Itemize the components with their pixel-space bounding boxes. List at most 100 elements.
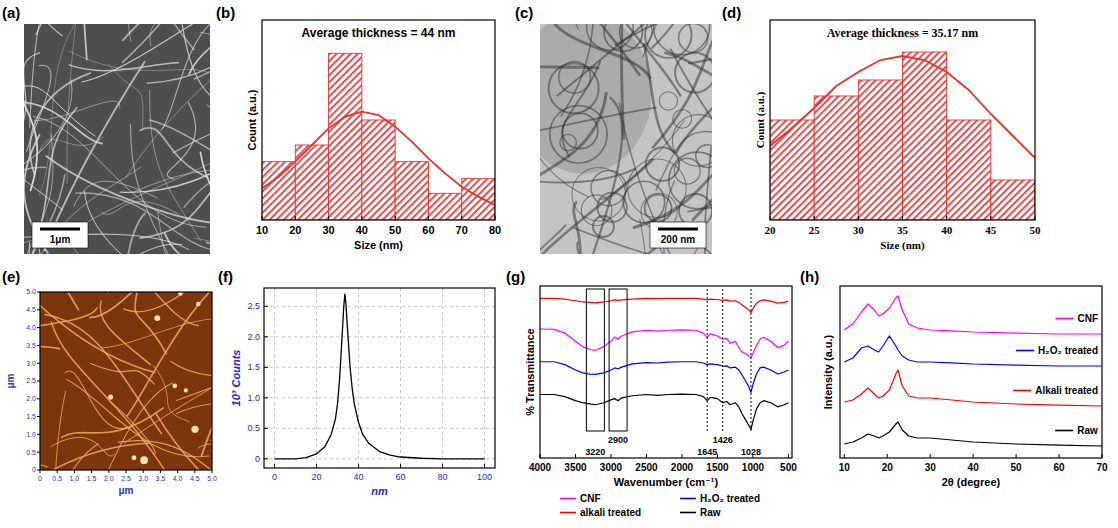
fiber	[165, 233, 210, 254]
legend-swatch	[560, 512, 576, 514]
y-axis-title: μm	[5, 373, 16, 388]
x-tick	[395, 216, 396, 220]
x-tick-label: 60	[1053, 462, 1065, 473]
fiber	[67, 24, 81, 183]
y-axis-title: Intensity (a.u.)	[822, 334, 834, 409]
x-tick	[461, 216, 462, 220]
fiber	[135, 292, 166, 354]
scale-bar	[40, 228, 80, 231]
legend-swatch	[680, 498, 696, 500]
x-tick-label: 40	[968, 462, 980, 473]
y-tick	[264, 336, 268, 337]
fiber	[66, 292, 199, 326]
fiber	[150, 120, 210, 204]
legend-label: H₂O₂ treated	[1038, 345, 1098, 356]
fiber	[24, 66, 32, 107]
plot-frame	[840, 286, 1102, 458]
fiber	[45, 315, 161, 434]
plot-area	[770, 52, 1035, 220]
histogram-bar	[858, 80, 902, 220]
x-tick	[328, 216, 329, 220]
fiber	[90, 292, 212, 318]
x-tick-label: 10	[256, 224, 268, 236]
annotation-line	[707, 289, 708, 432]
x-tick	[1102, 454, 1103, 458]
figure: 1μm(a)1020304050607080Average thickness …	[0, 0, 1118, 528]
x-tick	[902, 216, 903, 220]
panel-letter: (a)	[2, 4, 20, 21]
y-axis-title: Count (a.u.)	[754, 91, 767, 148]
x-tick-label: 40	[353, 472, 363, 482]
plot-frame	[40, 292, 212, 470]
fiber	[100, 301, 150, 365]
legend-label: CNF	[580, 493, 601, 504]
x-tick-label: 35	[897, 224, 909, 236]
x-axis-title: 2θ (degree)	[942, 476, 1001, 488]
panel-letter: (f)	[218, 268, 233, 285]
y-axis-title: % Transmittance	[524, 328, 536, 415]
fiber	[102, 318, 212, 348]
x-tick-label: 4000	[529, 462, 552, 473]
fiber	[207, 105, 210, 213]
y-tick-label: 2.5	[247, 301, 260, 311]
x-tick-label: 4.5	[190, 475, 200, 482]
fiber	[653, 24, 712, 147]
x-tick	[194, 470, 195, 473]
micrograph	[40, 292, 212, 470]
x-tick-label: 70	[456, 224, 468, 236]
background	[0, 0, 1118, 528]
legend-swatch	[1016, 350, 1034, 352]
fiber	[30, 24, 71, 128]
fiber	[51, 437, 114, 456]
x-tick-label: 500	[780, 462, 797, 473]
fiber	[83, 383, 173, 470]
micrograph	[540, 24, 712, 254]
x-tick	[262, 216, 263, 220]
x-tick	[887, 454, 888, 458]
x-tick	[126, 470, 127, 473]
y-tick-label: 2.0	[247, 332, 260, 342]
page: 1μm(a)1020304050607080Average thickness …	[0, 0, 1118, 528]
legend-swatch	[1013, 390, 1031, 392]
x-tick-label: 1.0	[70, 475, 80, 482]
x-tick	[973, 454, 974, 458]
fiber	[153, 366, 189, 422]
y-tick-label: 1.5	[26, 413, 36, 420]
legend-swatch	[680, 512, 696, 514]
fiber	[207, 210, 210, 245]
fiber	[35, 101, 120, 121]
fit-curve	[770, 56, 1035, 158]
x-tick-label: 20	[765, 224, 777, 236]
fiber	[568, 24, 578, 29]
panel-letter: (d)	[722, 4, 741, 21]
x-tick-label: 70	[1096, 462, 1108, 473]
plot-frame	[540, 286, 792, 458]
y-tick	[37, 327, 40, 328]
fiber	[40, 292, 78, 310]
y-tick	[37, 470, 40, 471]
x-tick	[788, 454, 789, 458]
plot-frame	[264, 288, 495, 468]
x-tick	[930, 454, 931, 458]
fiber	[540, 160, 653, 254]
plot-area	[275, 294, 485, 459]
annotation-label: 1645	[697, 447, 717, 457]
scale-bar-label: 200 nm	[661, 234, 696, 245]
fiber	[65, 371, 128, 429]
fiber	[565, 202, 581, 254]
y-tick-label: 4.0	[26, 324, 36, 331]
fiber	[127, 213, 148, 254]
y-tick-label: 4.5	[26, 306, 36, 313]
x-tick-label: 40	[356, 224, 368, 236]
x-axis-title: Size (nm)	[354, 239, 403, 251]
fiber	[109, 65, 143, 129]
fiber	[177, 403, 212, 414]
y-tick	[264, 428, 268, 429]
histogram-bar	[395, 162, 428, 220]
x-tick	[442, 464, 443, 468]
fiber	[124, 326, 212, 444]
fiber	[540, 225, 566, 254]
panel-title: Average thickness = 35.17 nm	[827, 26, 979, 40]
fiber	[167, 103, 195, 179]
fiber	[72, 161, 210, 231]
